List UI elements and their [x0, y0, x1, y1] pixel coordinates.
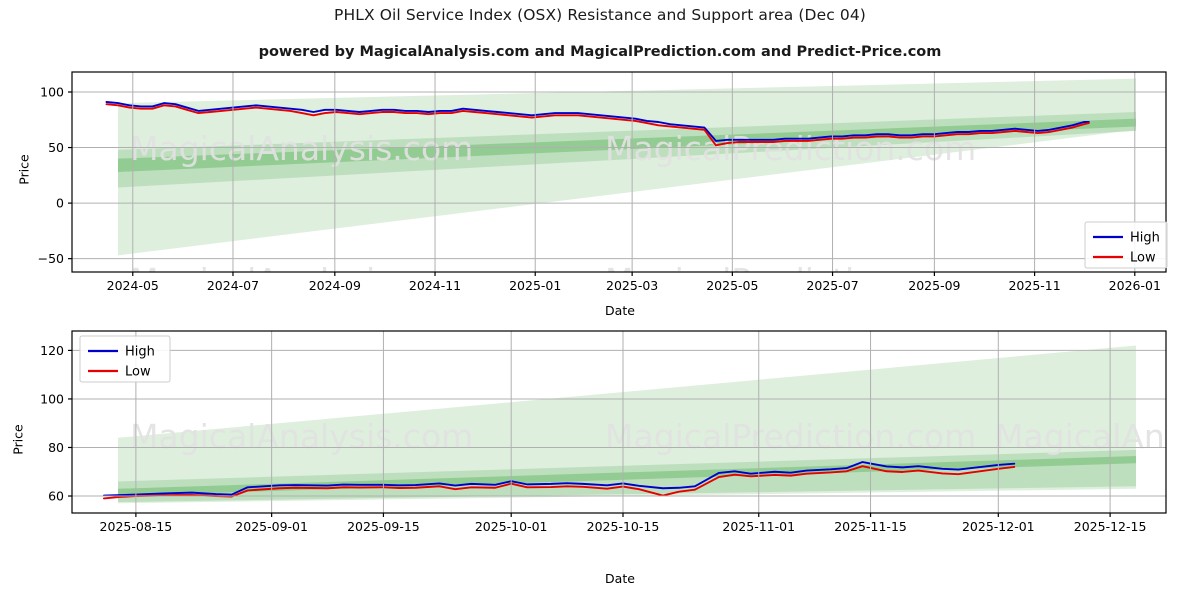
x-tick-label: 2025-07	[806, 278, 858, 293]
legend-label-low: Low	[125, 365, 151, 380]
x-tick-label: 2025-03	[606, 278, 658, 293]
watermark-text: MagicalPrediction.com	[605, 261, 976, 300]
x-tick-label: 2025-11	[1008, 278, 1060, 293]
plot-border	[71, 71, 1167, 273]
y-tick-label: 50	[48, 140, 64, 155]
watermark-text: MagicalAnalysis.com	[130, 417, 473, 456]
legend-label-high: High	[125, 345, 155, 360]
y-tick-label: 120	[40, 343, 64, 358]
legend[interactable]: High Low	[1084, 221, 1168, 269]
y-tick-label: 80	[48, 440, 64, 455]
x-tick-label: 2025-11-15	[834, 519, 907, 534]
y-tick-label: 100	[40, 391, 64, 406]
x-tick-label: 2025-01	[509, 278, 561, 293]
x-tick-label: 2025-12-01	[962, 519, 1035, 534]
x-tick-label: 2025-10-01	[475, 519, 548, 534]
series-line-low	[105, 103, 1090, 147]
lower-y-axis-label: Price	[10, 424, 26, 455]
upper-x-axis-label: Date	[605, 303, 635, 318]
x-tick-label: 2025-11-01	[722, 519, 795, 534]
page-subtitle: powered by MagicalAnalysis.com and Magic…	[258, 44, 942, 60]
series-line-low	[102, 465, 1016, 500]
x-tick-label: 2024-09	[309, 278, 361, 293]
x-tick-label: 2024-05	[107, 278, 159, 293]
lower-chart: MagicalAnalysis.com MagicalPrediction.com…	[40, 330, 1200, 534]
y-tick-label: −50	[38, 251, 64, 266]
x-tick-label: 2025-12-15	[1074, 519, 1147, 534]
legend-label-high: High	[1130, 231, 1160, 246]
y-tick-label: 0	[56, 196, 64, 211]
x-tick-label: 2025-09	[908, 278, 960, 293]
x-tick-label: 2025-08-15	[100, 519, 173, 534]
watermark-text: MagicalAnalysis.com	[995, 417, 1200, 456]
x-tick-label: 2025-10-15	[587, 519, 660, 534]
page-title: PHLX Oil Service Index (OSX) Resistance …	[334, 6, 866, 24]
x-tick-label: 2026-01	[1109, 278, 1161, 293]
x-tick-label: 2024-11	[409, 278, 461, 293]
y-tick-label: 100	[40, 85, 64, 100]
x-tick-label: 2024-07	[207, 278, 259, 293]
x-tick-label: 2025-09-15	[347, 519, 420, 534]
upper-y-axis-label: Price	[16, 154, 32, 185]
upper-chart: MagicalAnalysis.com MagicalPrediction.com…	[38, 71, 1168, 300]
legend[interactable]: High Low	[79, 335, 171, 383]
watermark-text: MagicalPrediction.com	[605, 417, 976, 456]
series-line-high	[102, 461, 1016, 497]
lower-x-axis-label: Date	[605, 571, 635, 586]
watermark-text: MagicalAnalysis.com	[130, 261, 473, 300]
plot-border	[71, 330, 1167, 514]
watermark-text: MagicalAnalysis.com	[130, 129, 473, 168]
series-line-high	[105, 101, 1090, 142]
x-tick-label: 2025-09-01	[235, 519, 308, 534]
x-tick-label: 2025-05	[706, 278, 758, 293]
legend-label-low: Low	[1130, 251, 1156, 266]
band-inner-band	[118, 118, 1136, 172]
y-tick-label: 60	[48, 489, 64, 504]
